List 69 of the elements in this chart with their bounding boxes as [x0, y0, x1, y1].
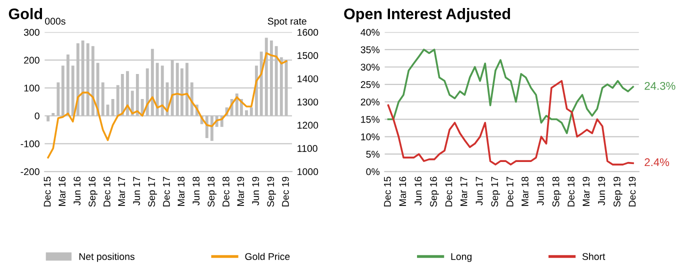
x-tick-label: Mar 19: [237, 176, 244, 206]
x-tick-label: Mar 16: [399, 176, 406, 206]
y-tick-label: 15%: [361, 116, 380, 123]
x-tick-label: Mar 18: [178, 176, 185, 206]
x-tick-label: Sep 16: [430, 176, 439, 207]
y2-tick-label: 1400: [298, 75, 318, 82]
legend-label: Gold Price: [245, 252, 290, 260]
line-series: [387, 80, 634, 166]
legend-label: Short: [582, 252, 606, 260]
x-tick-label: Sep 18: [208, 176, 216, 207]
x-tick-label: Mar 19: [582, 176, 590, 206]
y2-tick-label: 1100: [298, 145, 318, 152]
x-tick-label: Dec 17: [506, 176, 514, 206]
line-series: [387, 48, 634, 134]
x-tick-label: Sep 17: [148, 176, 157, 207]
line-series: [47, 52, 288, 158]
x-tick-label: Dec 19: [282, 176, 289, 206]
y2-axis-title: Spot rate: [268, 18, 306, 27]
x-tick-label: Mar 17: [460, 176, 468, 206]
x-tick-label: Sep 17: [491, 176, 500, 207]
x-tick-label: Dec 16: [445, 176, 452, 206]
x-tick-label: Sep 18: [552, 176, 562, 207]
chart-title: Open Interest Adjusted: [344, 8, 510, 22]
x-tick-label: Sep 19: [267, 176, 276, 207]
x-tick-label: Mar 18: [522, 176, 528, 206]
legend-label: Net positions: [79, 252, 134, 262]
x-tick-label: Jun 18: [192, 176, 200, 206]
x-tick-label: Mar 17: [118, 176, 126, 206]
y2-tick-label: 1200: [298, 122, 318, 129]
x-tick-label: Jun 17: [476, 176, 483, 206]
x-tick-label: Jun 19: [598, 176, 605, 206]
chart-title: Gold: [8, 8, 42, 20]
y2-tick-label: 1300: [298, 98, 318, 106]
y-tick-label: 40%: [360, 28, 380, 36]
x-tick-label: Jun 16: [414, 176, 422, 206]
x-tick-label: Dec 18: [222, 176, 230, 206]
legend-label: Long: [451, 253, 472, 262]
y2-tick-label: 1500: [298, 52, 318, 60]
y-tick-label: 0: [34, 112, 40, 120]
x-tick-label: Dec 15: [384, 176, 391, 206]
annotation: 2.4%: [644, 158, 670, 166]
x-tick-label: Sep 19: [614, 176, 622, 207]
y-tick-label: 300: [24, 28, 40, 36]
y-tick-label: 20%: [360, 98, 380, 106]
x-tick-label: Dec 19: [628, 176, 636, 206]
y-tick-label: 200: [24, 56, 40, 64]
y-tick-label: -200: [20, 168, 40, 176]
x-tick-label: Dec 15: [44, 176, 51, 206]
y-tick-label: 25%: [360, 81, 380, 88]
y-tick-label: -100: [20, 140, 40, 148]
y-tick-label: 5%: [366, 150, 380, 158]
x-tick-label: Sep 16: [88, 176, 98, 207]
x-tick-label: Dec 18: [568, 176, 574, 206]
x-tick-label: Jun 17: [133, 176, 140, 206]
x-tick-label: Dec 17: [163, 176, 170, 206]
x-tick-label: Jun 16: [74, 176, 81, 206]
y-tick-label: 0%: [366, 168, 380, 176]
x-tick-label: Jun 19: [252, 176, 260, 206]
y-tick-label: 35%: [360, 46, 380, 54]
x-tick-label: Mar 16: [58, 176, 66, 206]
y2-tick-label: 1600: [298, 28, 318, 36]
annotation: 24.3%: [644, 82, 676, 90]
y-tick-label: 100: [24, 84, 40, 92]
y2-tick-label: 1000: [298, 168, 318, 176]
x-tick-label: Dec 16: [103, 176, 110, 206]
y-axis-title: 000s: [45, 18, 66, 25]
y-tick-label: 10%: [361, 133, 380, 140]
x-tick-label: Jun 18: [536, 176, 544, 206]
y-tick-label: 30%: [360, 64, 380, 71]
